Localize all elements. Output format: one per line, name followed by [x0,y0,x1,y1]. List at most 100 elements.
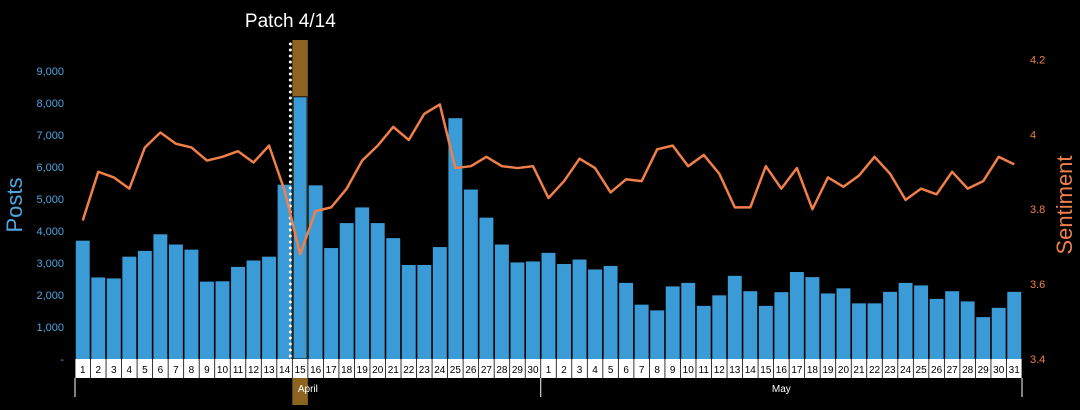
x-tick-label: 14 [745,365,757,376]
bar [960,301,975,359]
bar [339,223,354,359]
bar [324,248,339,359]
bar [75,240,90,359]
x-tick-label: 14 [279,365,291,376]
x-tick-label: 27 [947,365,959,376]
right-axis-ticks: 3.4 3.6 3.8 4 4.2 [1030,54,1045,366]
left-axis-ticks: - 1,000 2,000 3,000 4,000 5,000 6,000 7,000 8,00… [36,66,64,366]
x-tick-label: 16 [776,365,788,376]
bar [215,281,230,359]
bar [153,234,168,359]
x-tick-label: 15 [760,365,772,376]
x-tick-label: 30 [993,365,1005,376]
bar [619,282,634,359]
x-tick-label: 16 [310,365,322,376]
x-tick-label: 23 [419,365,431,376]
bar [634,304,649,359]
bar [852,303,866,359]
x-tick-label: 1 [546,365,552,376]
left-axis-title: Posts [2,177,27,232]
bar [292,96,308,360]
x-tick-label: 10 [217,365,229,376]
bar [712,295,727,359]
month-label: May [772,384,791,395]
bar [510,262,525,359]
month-label: April [298,384,318,395]
bar [883,291,897,359]
bar [727,275,742,359]
bar [820,293,835,359]
left-tick-label: 3,000 [36,258,64,270]
left-tick-label: 8,000 [36,98,64,110]
bar [774,292,789,359]
bar [417,264,432,359]
x-tick-label: 6 [158,365,164,376]
x-tick-label: 9 [670,365,676,376]
x-tick-label: 9 [204,365,210,376]
bar [898,282,913,359]
bar [432,247,447,359]
x-tick-label: 26 [465,365,477,376]
bar [200,281,214,359]
x-tick-label: 2 [96,365,102,376]
x-tick-label: 21 [388,365,400,376]
bar [572,259,587,359]
bar [168,244,183,359]
left-tick-label: 5,000 [36,194,64,206]
left-tick-label: 2,000 [36,290,64,302]
bar [401,264,416,359]
bar [758,305,773,359]
bar [557,264,571,359]
bar [945,291,960,359]
x-tick-label: 30 [527,365,539,376]
bar [588,269,603,359]
bar [463,189,478,359]
x-tick-label: 10 [683,365,695,376]
x-tick-label: 13 [729,365,741,376]
bar [650,310,665,359]
x-tick-label: 22 [869,365,881,376]
bar [277,184,292,359]
x-tick-label: 29 [512,365,524,376]
x-tick-label: 27 [481,365,493,376]
x-tick-label: 7 [639,365,645,376]
x-tick-label: 6 [623,365,629,376]
x-tick-label: 12 [248,365,260,376]
x-tick-label: 21 [853,365,865,376]
bar [355,207,370,359]
x-tick-label: 3 [111,365,117,376]
x-tick-label: 19 [822,365,834,376]
right-tick-label: 3.8 [1030,204,1045,216]
right-axis-title: Sentiment [1052,155,1077,254]
bar [541,252,556,359]
bar [231,266,245,359]
x-tick-label: 20 [372,365,384,376]
x-axis: 1 2 3 4 5 6 7 8 9 10 11 12 13 14 15 16 17 18 19 20 21 22 23 24 2… [74,359,1023,397]
x-tick-label: 25 [450,365,462,376]
bar [1007,291,1022,359]
left-tick-label: 6,000 [36,162,64,174]
x-tick-label: 5 [142,365,148,376]
bar [743,291,758,359]
bar [526,261,540,359]
bar [448,118,463,359]
x-tick-label: 4 [127,365,133,376]
x-tick-label: 8 [654,365,660,376]
x-tick-label: 13 [263,365,275,376]
x-tick-label: 2 [561,365,567,376]
x-tick-label: 8 [189,365,195,376]
x-tick-label: 28 [496,365,508,376]
bar [914,285,929,359]
bar [805,277,820,359]
bar [184,249,199,359]
bar [681,282,696,359]
x-tick-label: 12 [714,365,726,376]
x-tick-label: 7 [173,365,179,376]
x-tick-label: 4 [592,365,598,376]
x-tick-label: 17 [791,365,803,376]
bar [122,256,137,359]
bar [836,288,851,359]
bar [479,217,494,359]
bar [929,298,944,359]
